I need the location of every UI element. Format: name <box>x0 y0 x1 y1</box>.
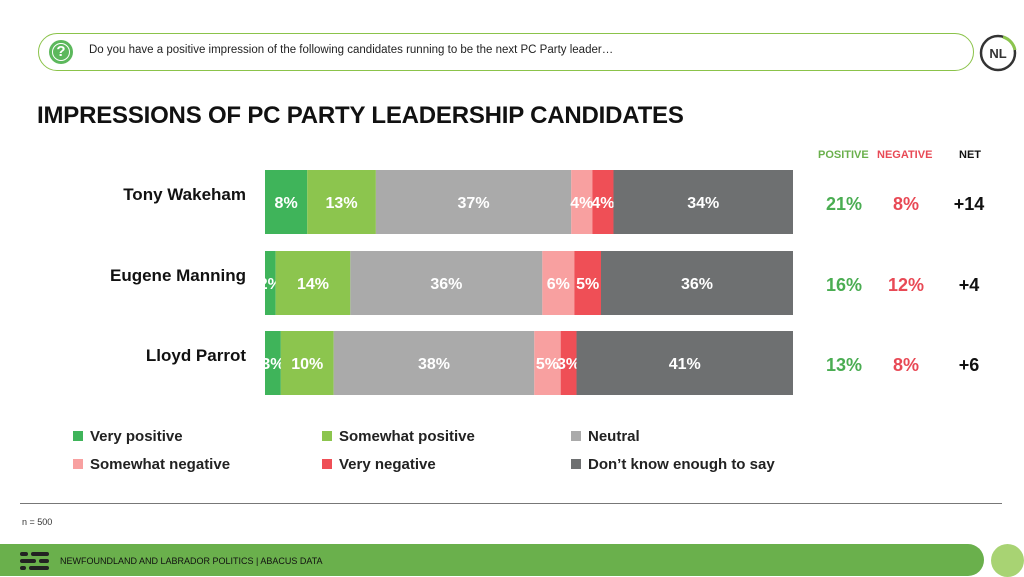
data-label: 5% <box>576 276 599 293</box>
negative-value: 8% <box>893 194 919 214</box>
legend-label: Somewhat positive <box>339 428 475 445</box>
bar-segment <box>571 170 593 234</box>
legend-label: Very negative <box>339 456 436 473</box>
bar-segment <box>560 331 577 395</box>
legend-item-dont-know: Don’t know enough to say <box>571 456 775 473</box>
positive-value: 13% <box>826 355 862 375</box>
net-header: NET <box>959 149 981 161</box>
data-label: 4% <box>591 195 614 212</box>
data-label: 13% <box>326 195 358 212</box>
legend-item-somewhat-positive: Somewhat positive <box>322 428 475 445</box>
positive-value: 21% <box>826 194 862 214</box>
data-label: 36% <box>430 276 462 293</box>
chart-title: IMPRESSIONS OF PC PARTY LEADERSHIP CANDI… <box>37 102 684 129</box>
bar-segment <box>275 251 351 315</box>
bar-segment <box>333 331 535 395</box>
data-label: 6% <box>547 276 570 293</box>
question-text: Do you have a positive impression of the… <box>89 44 614 56</box>
bar-segment <box>265 251 276 315</box>
bar-segment <box>350 251 543 315</box>
data-label: 4% <box>570 195 593 212</box>
positive-value: 16% <box>826 275 862 295</box>
data-label: 8% <box>275 195 298 212</box>
net-value: +4 <box>959 275 980 295</box>
abacus-logo-icon <box>20 552 49 570</box>
stacked-bar-chart: Tony Wakeham 8% 13% 37% 4%4% 34% 21% 8% +14 Eugen… <box>110 170 985 395</box>
net-value: +6 <box>959 355 980 375</box>
logo-text: NL <box>989 46 1006 61</box>
bar-segment <box>542 251 575 315</box>
footer-bar: NEWFOUNDLAND AND LABRADOR POLITICS | ABA… <box>0 544 984 576</box>
bar-segment <box>601 251 793 315</box>
data-label: 10% <box>291 356 323 373</box>
legend-label: Somewhat negative <box>90 456 231 473</box>
negative-value: 12% <box>888 275 924 295</box>
data-label: 3% <box>261 356 284 373</box>
question-icon: ? <box>49 40 73 64</box>
legend-swatch <box>73 431 83 441</box>
bar-segment <box>265 170 308 234</box>
legend-swatch <box>571 431 581 441</box>
sample-size-note: n = 500 <box>22 517 53 527</box>
bar-segment <box>265 331 281 395</box>
data-label: 36% <box>681 276 713 293</box>
bar-segment <box>613 170 793 234</box>
divider <box>20 503 1002 504</box>
footer-text: NEWFOUNDLAND AND LABRADOR POLITICS | ABA… <box>60 556 323 566</box>
legend-item-somewhat-negative: Somewhat negative <box>73 456 230 473</box>
footer-circle <box>991 544 1024 577</box>
bar-segment <box>375 170 572 234</box>
data-label: 14% <box>297 276 329 293</box>
bar-segment <box>534 331 561 395</box>
data-label: 37% <box>458 195 490 212</box>
data-label: 5% <box>536 356 559 373</box>
bar-segment <box>307 170 376 234</box>
legend-swatch <box>571 459 581 469</box>
legend-swatch <box>73 459 83 469</box>
negative-value: 8% <box>893 355 919 375</box>
data-label: 38% <box>418 356 450 373</box>
nl-logo: NL <box>979 34 1017 72</box>
legend-label: Very positive <box>90 428 183 445</box>
bar-segment <box>576 331 793 395</box>
legend-item-very-negative: Very negative <box>322 456 436 473</box>
negative-header: NEGATIVE <box>877 149 933 161</box>
legend-item-very-positive: Very positive <box>73 428 183 445</box>
legend-label: Neutral <box>588 428 640 445</box>
positive-header: POSITIVE <box>818 149 869 161</box>
bar-segment <box>574 251 601 315</box>
question-box: ? Do you have a positive impression of t… <box>38 33 974 71</box>
net-value: +14 <box>954 194 985 214</box>
category-label: Lloyd Parrot <box>146 346 246 365</box>
legend-item-neutral: Neutral <box>571 428 640 445</box>
legend-swatch <box>322 459 332 469</box>
bar-segment <box>592 170 614 234</box>
bar-segment <box>280 331 334 395</box>
legend-swatch <box>322 431 332 441</box>
data-label: 34% <box>687 195 719 212</box>
category-label: Eugene Manning <box>110 266 246 285</box>
data-label: 41% <box>669 356 701 373</box>
legend-label: Don’t know enough to say <box>588 456 775 473</box>
category-label: Tony Wakeham <box>123 185 246 204</box>
data-label: 3% <box>557 356 580 373</box>
